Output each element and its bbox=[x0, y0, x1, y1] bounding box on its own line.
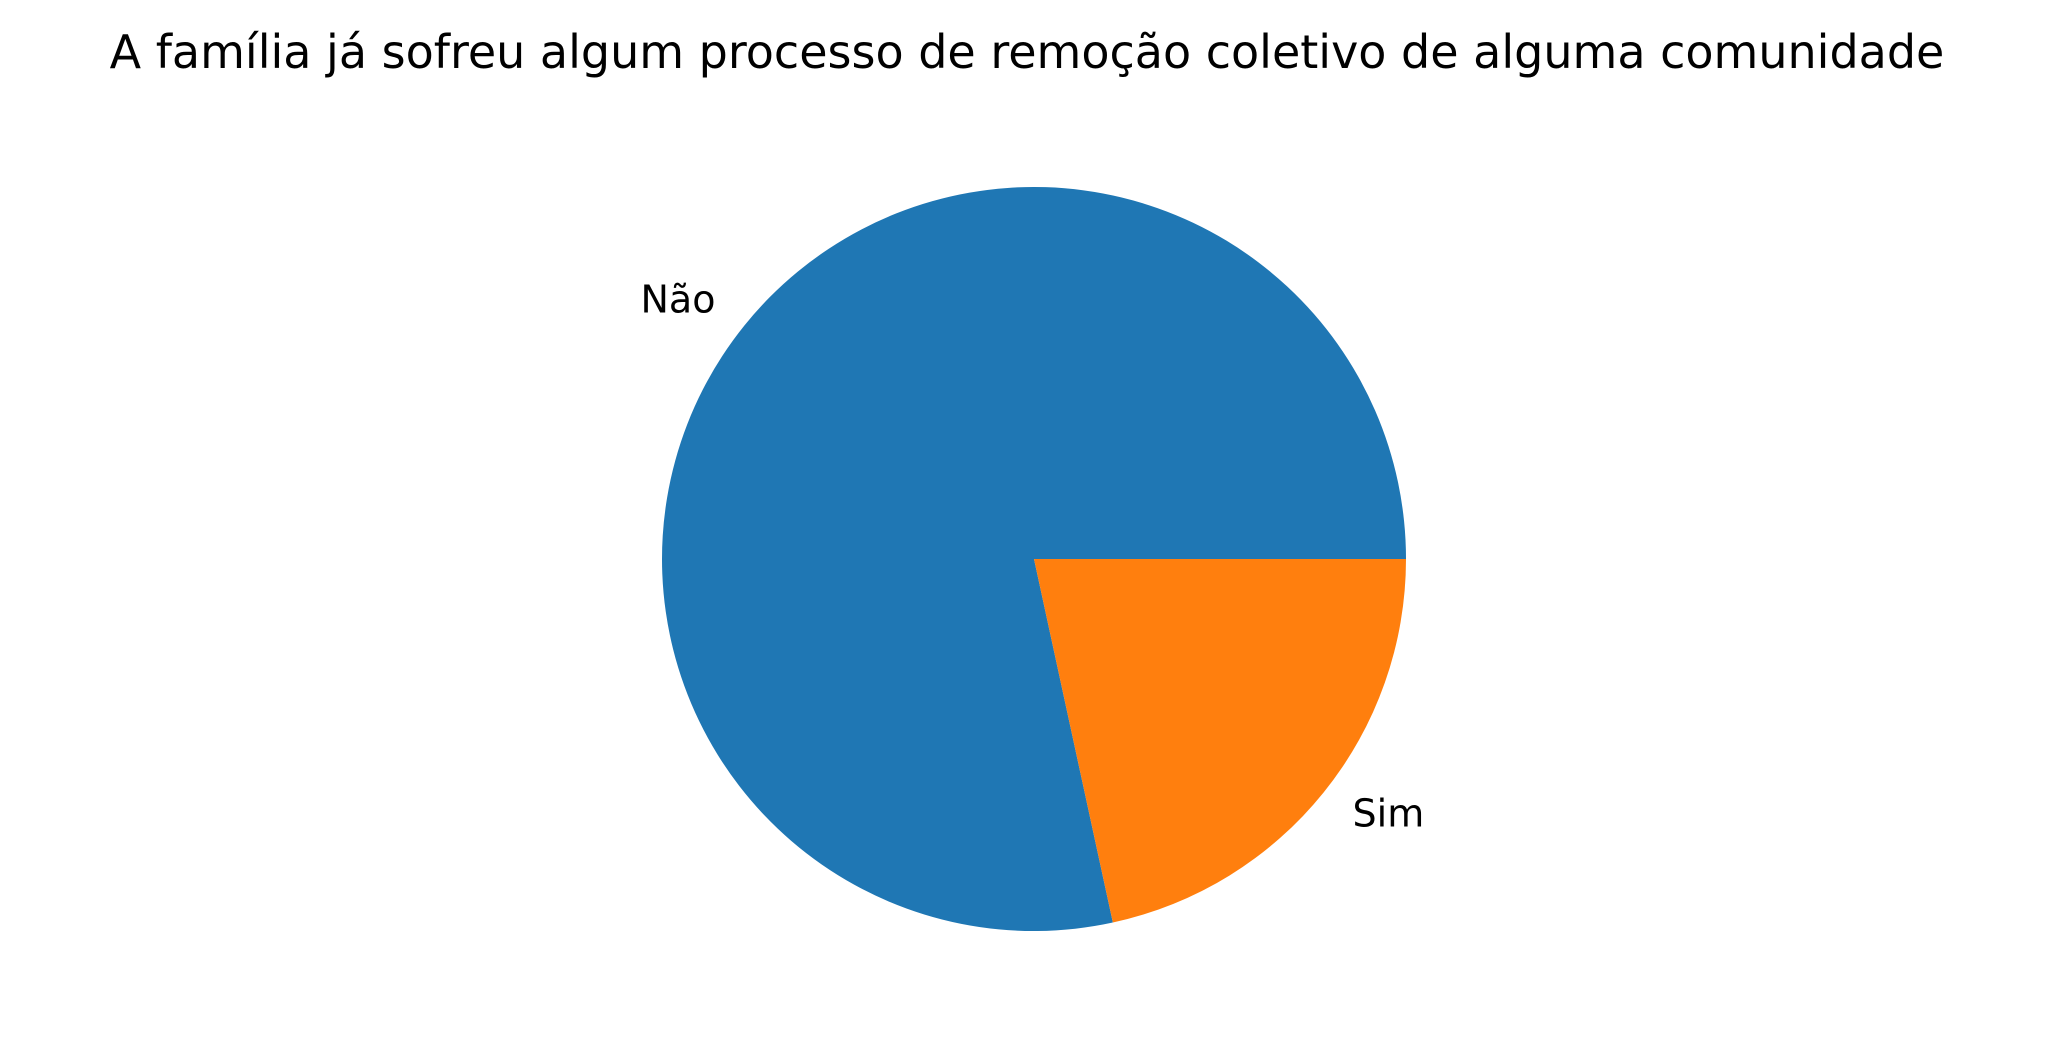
pie-slice-nao bbox=[661, 186, 1406, 931]
pie-labels: Não Sim bbox=[640, 278, 1424, 836]
slice-label-nao: Não bbox=[640, 278, 715, 322]
pie-slices bbox=[661, 186, 1406, 931]
chart-title: A família já sofreu algum processo de re… bbox=[110, 25, 1945, 79]
slice-label-sim: Sim bbox=[1353, 791, 1425, 835]
pie-slice-sim bbox=[1034, 559, 1406, 923]
